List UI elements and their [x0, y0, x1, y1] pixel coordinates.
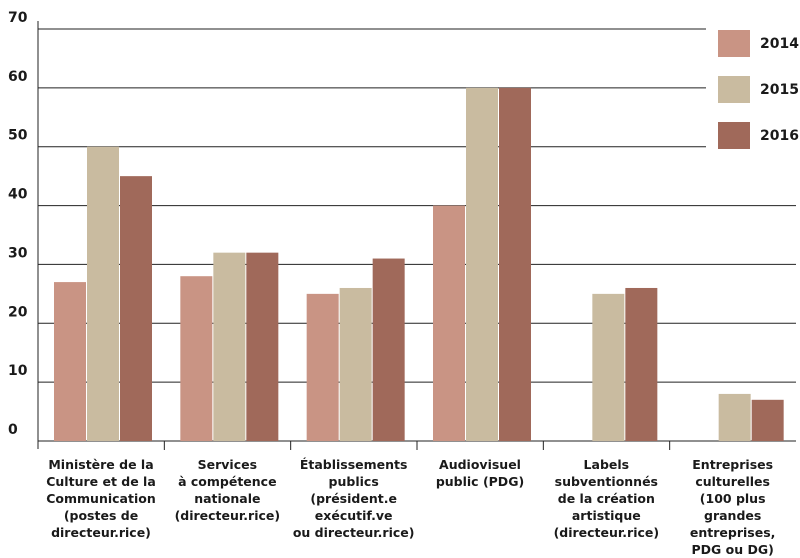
y-tick-label: 0 — [8, 422, 18, 438]
bar — [592, 293, 625, 441]
bar — [54, 282, 86, 441]
y-tick-label: 20 — [8, 304, 28, 320]
legend-label: 2016 — [760, 128, 799, 144]
legend-label: 2015 — [760, 82, 799, 98]
x-tick-label: Établissements publics (président.e exéc… — [292, 457, 415, 540]
bar — [433, 205, 465, 441]
y-tick-label: 70 — [8, 10, 28, 26]
bar — [718, 393, 751, 441]
x-tick-label: Audiovisuel public (PDG) — [435, 457, 525, 489]
bar — [625, 287, 658, 441]
legend-swatch — [718, 122, 750, 149]
y-tick-label: 10 — [8, 363, 28, 379]
bar — [87, 146, 119, 441]
x-tick-label: Services à compétence nationale (directe… — [174, 457, 281, 523]
bar — [246, 252, 279, 441]
legend-swatch — [718, 30, 750, 57]
bar — [372, 258, 405, 441]
x-tick-label: Ministère de la Culture et de la Communi… — [46, 457, 156, 540]
bar — [751, 399, 784, 441]
bar — [499, 87, 531, 441]
x-tick-label: Labels subventionnés de la création arti… — [553, 457, 660, 540]
legend-swatch — [718, 76, 750, 103]
x-tick-label: Entreprises culturelles (100 plus grande… — [689, 457, 776, 557]
bar — [339, 287, 372, 441]
y-tick-label: 30 — [8, 245, 28, 261]
bar — [180, 276, 213, 441]
bar — [120, 176, 152, 441]
y-tick-label: 60 — [8, 69, 28, 85]
y-tick-label: 40 — [8, 187, 28, 203]
bar — [466, 87, 498, 441]
bar — [306, 293, 339, 441]
legend-label: 2014 — [760, 36, 799, 52]
y-tick-label: 50 — [8, 128, 28, 144]
bar — [213, 252, 246, 441]
